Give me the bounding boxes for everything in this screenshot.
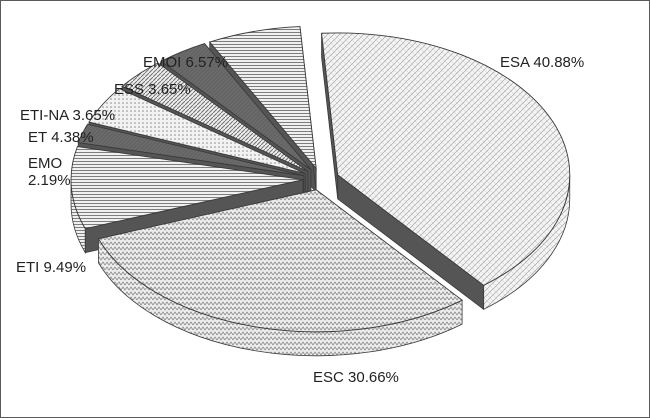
pie-slice-esc xyxy=(97,189,463,357)
pie-slice-top-et xyxy=(88,88,306,175)
slice-label-esa: ESA 40.88% xyxy=(500,54,585,71)
pie-slice-top-esa xyxy=(321,32,571,286)
pie-slice-top-esc xyxy=(97,189,463,333)
slice-label-ess: ESS 3.65% xyxy=(114,81,191,98)
pie-slice-top-eti-na xyxy=(121,62,309,172)
slice-label-emoi: EMOI 6.57% xyxy=(143,54,229,71)
pie-slice-top-emoi xyxy=(208,26,317,170)
slice-label-eti: ETI 9.49% xyxy=(16,259,87,276)
slice-label-eti-na: ETI-NA 3.65% xyxy=(20,107,116,124)
pie-slice-top-ess xyxy=(160,43,312,171)
pie-slice-esa xyxy=(321,32,571,311)
slice-label-emo: EMO 2.19% xyxy=(28,155,71,189)
pie-slice-top-eti xyxy=(70,146,304,230)
slice-label-et: ET 4.38% xyxy=(28,129,94,146)
slice-label-esc: ESC 30.66% xyxy=(313,369,399,386)
pie-slice-top-emo xyxy=(77,123,304,177)
